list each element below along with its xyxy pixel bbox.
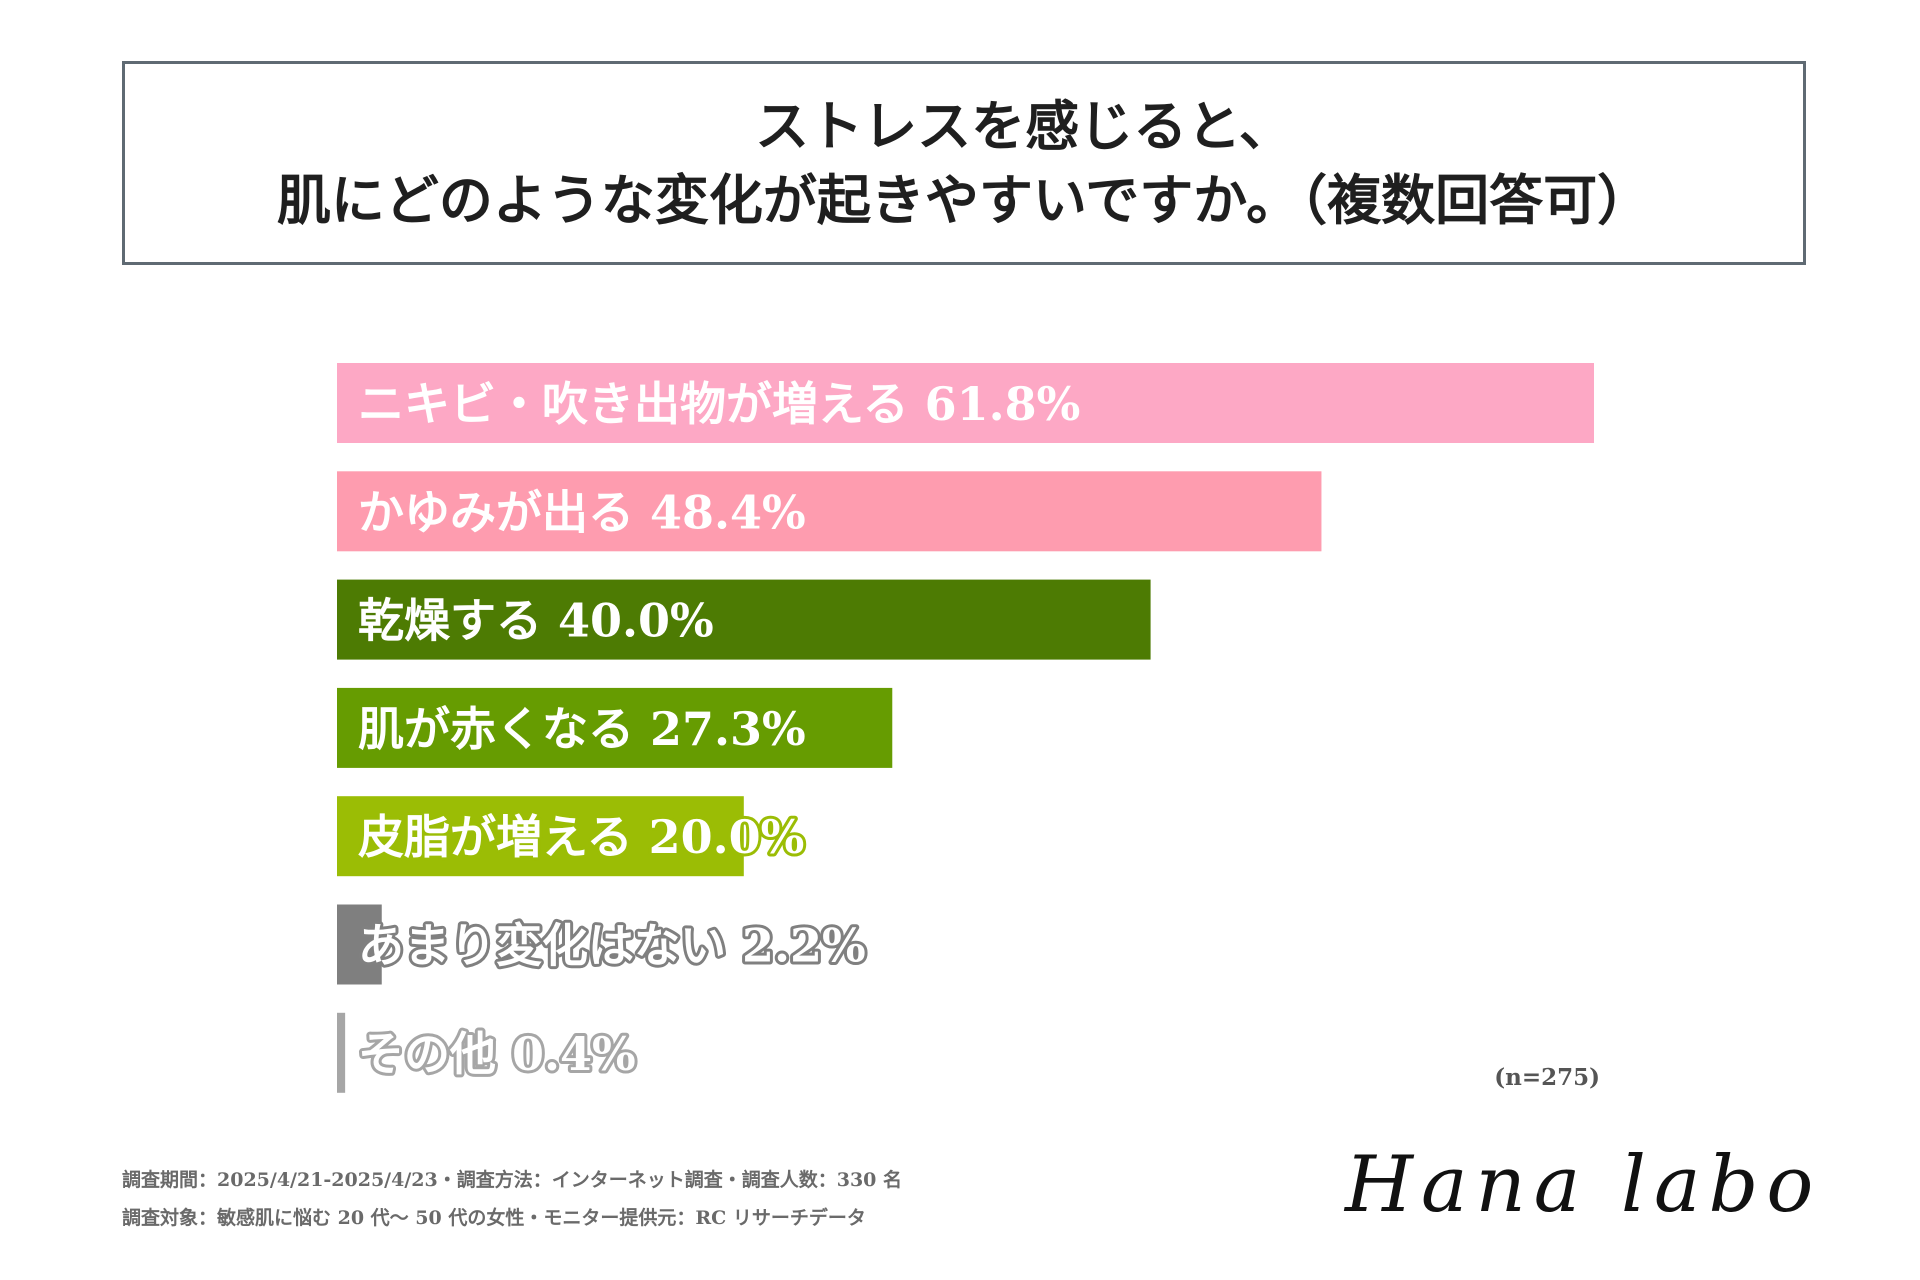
- bar-label-2: かゆみが出る 48.4%: [358, 485, 806, 539]
- sample-size-note: (n=275): [1494, 1064, 1600, 1091]
- bar-2: [337, 471, 1322, 552]
- hana-labo-logo: Hana labo: [1345, 1140, 1822, 1230]
- title-box: ストレスを感じると、 肌にどのような変化が起きやすいですか。（複数回答可）: [122, 61, 1806, 265]
- bar-label-5: 皮脂が増える 20.0%: [358, 810, 804, 864]
- chart-title-line-2: 肌にどのような変化が起きやすいですか。（複数回答可）: [276, 168, 1652, 232]
- bar-5: [337, 796, 744, 877]
- bar-label-3: 乾燥する 40.0%: [358, 594, 714, 648]
- bar-4: [337, 687, 893, 768]
- bar-label-4: 肌が赤くなる 27.3%: [358, 702, 806, 756]
- bar-1: [337, 363, 1594, 443]
- footer-survey-target: 調査対象：敏感肌に悩む 20 代〜 50 代の女性・モニター提供元：RC リサー…: [122, 1207, 866, 1229]
- bar-label-7: その他 0.4%: [358, 1027, 636, 1081]
- bar-label-6: あまり変化はない 2.2%: [358, 919, 866, 973]
- footer-survey-info: 調査期間：2025/4/21-2025/4/23・調査方法：インターネット調査・…: [122, 1169, 903, 1191]
- bar-7: [337, 1012, 346, 1093]
- bar-label-1: ニキビ・吹き出物が増える 61.8%: [358, 377, 1080, 431]
- bar-3: [337, 579, 1151, 660]
- bar-6: [337, 904, 382, 985]
- chart-title-line-1: ストレスを感じると、: [755, 94, 1293, 158]
